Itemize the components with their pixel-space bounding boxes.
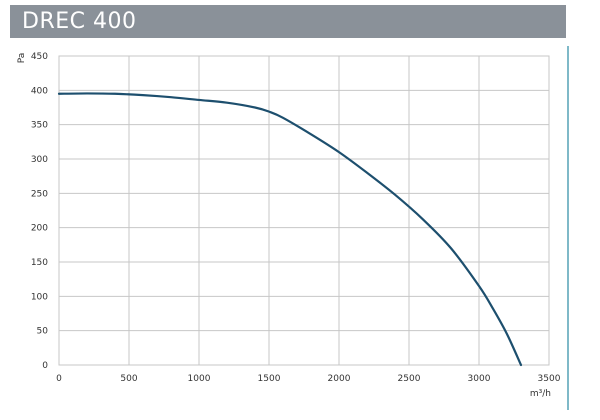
y-tick-label: 0 — [42, 361, 48, 371]
grid-layer — [58, 55, 550, 366]
y-tick-label: 250 — [31, 189, 48, 199]
accent-divider — [567, 46, 569, 410]
x-tick-label: 2500 — [398, 374, 421, 384]
x-tick-label: 0 — [56, 374, 62, 384]
chart-title: DREC 400 — [22, 9, 137, 34]
x-tick-label: 2000 — [328, 374, 351, 384]
y-tick-label: 300 — [31, 155, 48, 165]
pressure-curve-line — [57, 92, 523, 367]
y-tick-label: 50 — [37, 327, 49, 337]
x-axis-label: m³/h — [530, 389, 551, 399]
x-tick-label: 1000 — [188, 374, 211, 384]
y-tick-label: 450 — [31, 52, 48, 62]
x-tick-label: 3000 — [468, 374, 491, 384]
x-tick-label: 3500 — [538, 374, 561, 384]
y-tick-label: 350 — [31, 121, 48, 131]
y-tick-label: 400 — [31, 86, 48, 96]
plot-frame — [58, 55, 550, 366]
y-tick-label: 200 — [31, 224, 48, 234]
tick-labels-layer: 0 500 1000 1500 2000 2500 3000 3500 0 50 100 150 200… — [31, 52, 561, 384]
y-axis-label: Pa — [17, 53, 27, 64]
chart-title-bar: DREC 400 — [10, 5, 566, 38]
y-tick-label: 100 — [31, 292, 48, 302]
x-tick-label: 500 — [120, 374, 137, 384]
y-tick-label: 150 — [31, 258, 48, 268]
x-tick-label: 1500 — [258, 374, 281, 384]
